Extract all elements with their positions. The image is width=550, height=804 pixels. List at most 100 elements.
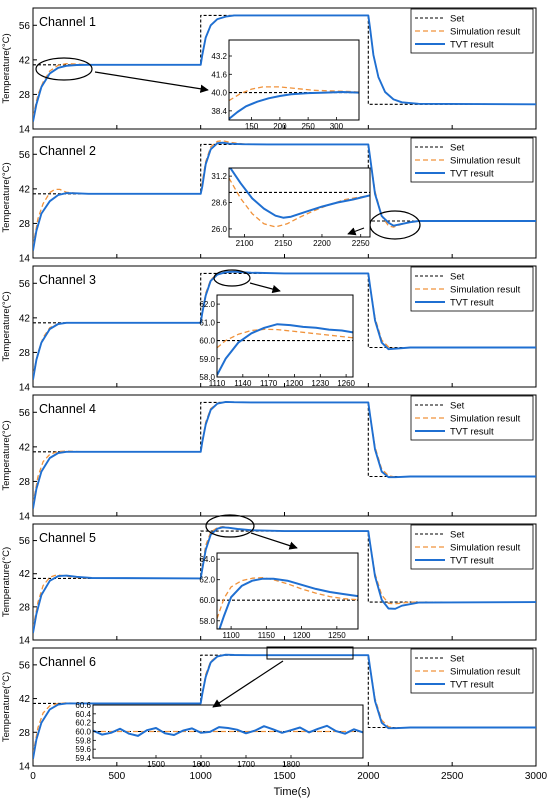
- inset-series-sim: [229, 177, 370, 228]
- inset-y-tick-label: 40.0: [211, 89, 227, 98]
- inset-x-tick-label: 250: [301, 122, 315, 131]
- legend-label-tvt: TVT result: [450, 680, 494, 691]
- y-axis-label: Temperature(°C): [1, 33, 12, 103]
- y-tick-label: 56: [19, 660, 31, 671]
- inset-y-tick-label: 60.0: [199, 337, 215, 346]
- inset-plot: 58.0 59.0 60.0 61.0 62.0 1110 1140 1170 1200 1230…: [199, 294, 356, 388]
- panel-channel-2: 14 28 42 56 Channel 2 Temperature(°C) Set Simul…: [1, 136, 537, 265]
- y-tick-label: 42: [19, 442, 31, 453]
- inset-x-tick-label: 2200: [313, 239, 331, 248]
- panel-channel-4: 14 28 42 56 Channel 4 Temperature(°C) Set Simul…: [1, 394, 537, 523]
- y-axis-label: Temperature(°C): [1, 547, 12, 617]
- legend-label-sim: Simulation result: [450, 27, 521, 38]
- y-tick-label: 28: [19, 348, 31, 359]
- panels-layer: 14 28 42 56 Channel 1 Temperature(°C) Set Simul…: [1, 7, 548, 782]
- panel-title: Channel 4: [39, 402, 96, 416]
- legend-label-sim: Simulation result: [450, 285, 521, 296]
- panel-title: Channel 6: [39, 655, 96, 669]
- panel-channel-6: 14 28 42 56 0 500 1000 1500 2000 2500 3000 Channel …: [1, 646, 548, 782]
- main-series-tvt: [33, 14, 536, 122]
- inset-y-tick-label: 62.0: [199, 576, 215, 585]
- inset-frame: [216, 294, 354, 378]
- y-tick-label: 42: [19, 313, 31, 324]
- main-series-tvt: [33, 270, 536, 380]
- inset-border: [228, 39, 360, 121]
- x-tick-label: 2000: [357, 771, 380, 782]
- y-tick-label: 56: [19, 408, 31, 419]
- inset-x-tick-label: 2100: [236, 239, 254, 248]
- main-series-set: [33, 530, 536, 603]
- inset-series-tvt: [93, 724, 363, 737]
- inset-series-tvt: [229, 91, 359, 120]
- inset-x-tick-label: 1140: [234, 379, 252, 388]
- inset-y-tick-label: 38.4: [211, 107, 227, 116]
- inset-y-tick-label: 60.0: [199, 596, 215, 605]
- y-tick-label: 28: [19, 219, 31, 230]
- x-tick-label: 0: [30, 771, 36, 782]
- y-tick-label: 14: [19, 512, 31, 523]
- y-tick-label: 14: [19, 254, 31, 265]
- inset-y-tick-label: 60.2: [75, 719, 91, 728]
- y-tick-label: 14: [19, 383, 31, 394]
- inset-plot: 59.459.659.860.060.260.460.6 1500 1600 1700…: [75, 701, 364, 769]
- y-axis-label: Temperature(°C): [1, 291, 12, 361]
- inset-y-tick-label: 60.6: [75, 701, 91, 710]
- x-tick-label: 500: [108, 771, 125, 782]
- data-layer: [33, 14, 536, 122]
- y-tick-label: 42: [19, 694, 31, 705]
- inset-data-layer: [93, 724, 363, 737]
- legend-label-sim: Simulation result: [450, 667, 521, 678]
- inset-y-tick-label: 61.0: [199, 318, 215, 327]
- inset-data-layer: [229, 168, 370, 228]
- inset-border: [216, 552, 359, 630]
- inset-y-tick-label: 59.4: [75, 754, 91, 763]
- inset-x-tick-label: 1110: [209, 379, 226, 388]
- inset-y-tick-label: 59.8: [75, 736, 91, 745]
- main-series-tvt: [33, 141, 536, 251]
- inset-y-tick-label: 26.0: [211, 225, 227, 234]
- inset-y-tick-label: 58.0: [199, 373, 215, 382]
- y-tick-label: 14: [19, 636, 31, 647]
- inset-y-tick-label: 64.0: [199, 555, 215, 564]
- y-tick-label: 56: [19, 150, 31, 161]
- inset-x-tick-label: 1260: [337, 379, 355, 388]
- legend-label-tvt: TVT result: [450, 427, 494, 438]
- y-tick-label: 14: [19, 762, 31, 773]
- zoom-region-marker: [213, 269, 251, 287]
- zoom-region-marker: [35, 57, 93, 81]
- inset-x-tick-label: 1200: [293, 631, 311, 640]
- y-tick-label: 42: [19, 184, 31, 195]
- y-axis-label: Temperature(°C): [1, 162, 12, 232]
- panel-channel-3: 14 28 42 56 Channel 3 Temperature(°C) Set Simul…: [1, 265, 537, 394]
- y-tick-label: 28: [19, 728, 31, 739]
- legend-label-set: Set: [450, 530, 465, 541]
- inset-y-tick-label: 60.0: [75, 728, 91, 737]
- y-axis-label: Temperature(°C): [1, 672, 12, 742]
- legend: Set Simulation result TVT result: [410, 266, 534, 312]
- legend-label-sim: Simulation result: [450, 414, 521, 425]
- y-tick-label: 28: [19, 477, 31, 488]
- zoom-arrow: [250, 532, 298, 550]
- inset-series-tvt: [217, 323, 353, 376]
- inset-plot: 38.4 40.0 41.6 43.2 150 200 250 300: [211, 39, 360, 131]
- y-tick-label: 14: [19, 125, 31, 136]
- inset-x-tick-label: 2150: [274, 239, 292, 248]
- legend: Set Simulation result TVT result: [410, 648, 534, 694]
- panel-title: Channel 1: [39, 15, 96, 29]
- inset-x-tick-label: 1600: [192, 760, 210, 769]
- zoom-arrow: [347, 227, 365, 236]
- main-series-sim: [33, 140, 536, 246]
- inset-y-tick-label: 43.2: [211, 52, 227, 61]
- legend-label-set: Set: [450, 14, 465, 25]
- x-tick-label: 2500: [441, 771, 464, 782]
- y-tick-label: 28: [19, 602, 31, 613]
- y-tick-label: 56: [19, 279, 31, 290]
- y-tick-label: 56: [19, 536, 31, 547]
- inset-x-tick-label: 1100: [222, 631, 240, 640]
- inset-y-tick-label: 59.6: [75, 745, 91, 754]
- inset-y-tick-label: 41.6: [211, 70, 227, 79]
- inset-x-tick-label: 1200: [286, 379, 304, 388]
- x-tick-label: 1500: [273, 771, 296, 782]
- inset-x-tick-label: 1700: [237, 760, 255, 769]
